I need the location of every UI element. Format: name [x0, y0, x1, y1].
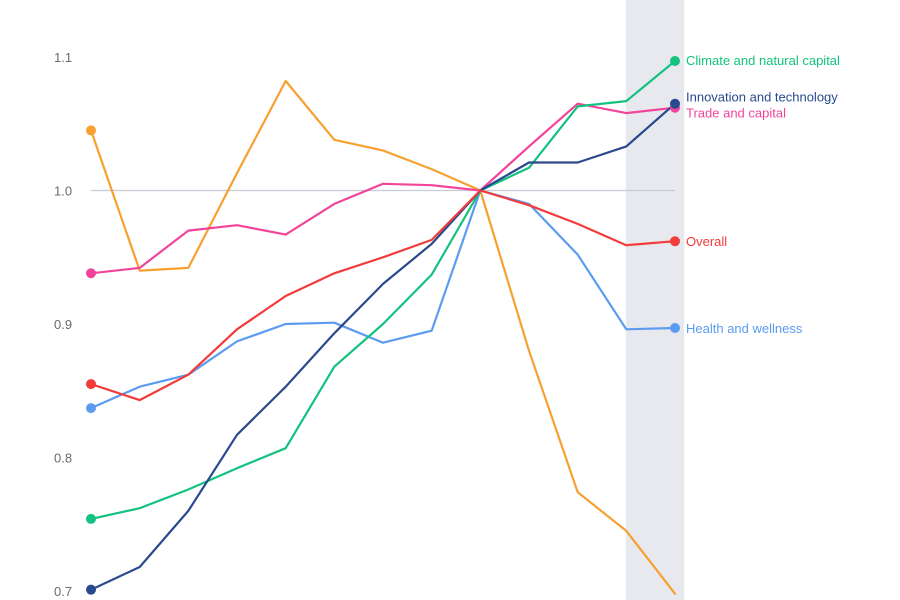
y-tick-label: 0.7 — [54, 584, 72, 599]
highlight-band-layer — [625, 0, 685, 600]
series-label-innovation-and-technology: Innovation and technology — [686, 90, 838, 105]
series-labels: Health and wellness Trade and capital Clim… — [686, 53, 840, 336]
y-tick-label: 1.0 — [54, 184, 72, 199]
series-end-point-climate-and-natural-capital — [670, 56, 680, 67]
series-start-point-series-0 — [86, 125, 96, 136]
series-start-point-health-and-wellness — [86, 403, 96, 414]
series-line-series-0 — [89, 79, 677, 595]
series-label-climate-and-natural-capital: Climate and natural capital — [686, 53, 840, 68]
series-line-trade-and-capital — [89, 102, 677, 275]
series-start-point-overall — [86, 379, 96, 390]
series-end-point-innovation-and-technology — [670, 98, 680, 109]
y-tick-label: 0.9 — [54, 317, 72, 332]
series-lines — [89, 59, 677, 595]
series-start-point-trade-and-capital — [86, 268, 96, 279]
highlight-band — [625, 0, 685, 600]
series-label-trade-and-capital: Trade and capital — [686, 106, 786, 121]
series-end-point-overall — [670, 236, 680, 247]
series-label-overall: Overall — [686, 234, 727, 249]
series-line-overall — [89, 189, 677, 402]
y-axis-ticks: 0.7 0.8 0.9 1.0 1.1 — [54, 50, 72, 599]
series-start-point-climate-and-natural-capital — [86, 513, 96, 524]
series-label-health-and-wellness: Health and wellness — [686, 321, 803, 336]
series-endpoints — [86, 56, 680, 595]
y-tick-label: 1.1 — [54, 50, 72, 65]
series-line-health-and-wellness — [89, 189, 677, 410]
series-start-point-innovation-and-technology — [86, 584, 96, 595]
y-tick-label: 0.8 — [54, 451, 72, 466]
series-end-point-health-and-wellness — [670, 323, 680, 334]
series-line-climate-and-natural-capital — [89, 59, 677, 521]
series-line-innovation-and-technology — [89, 102, 677, 591]
